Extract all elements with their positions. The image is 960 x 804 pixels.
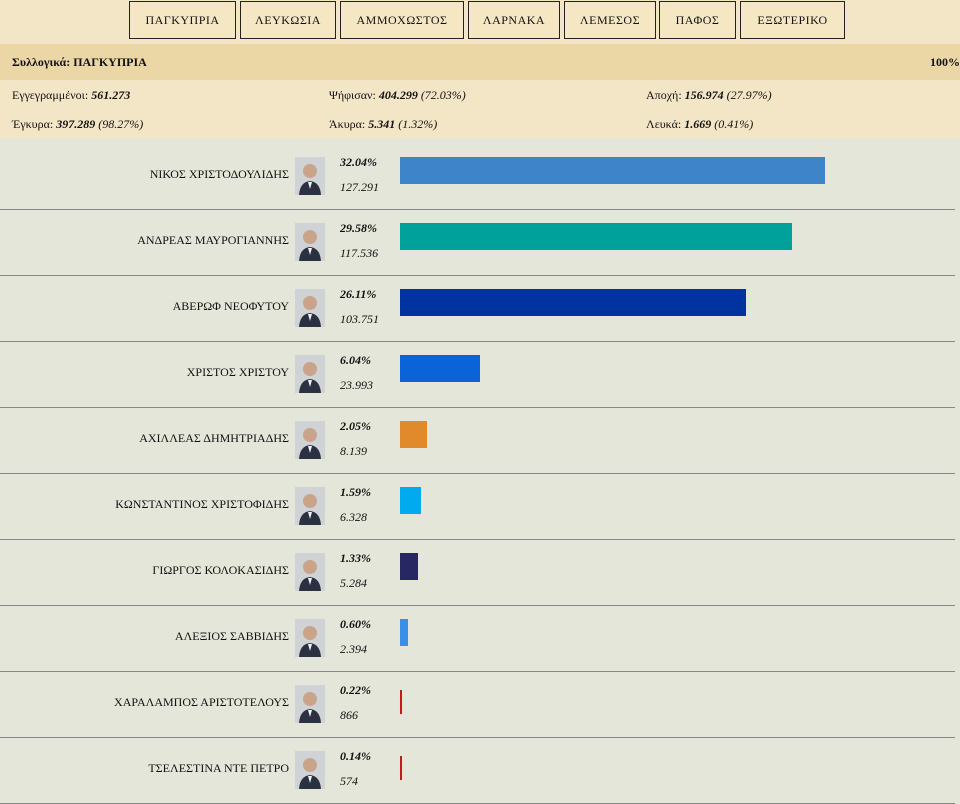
candidate-percentage: 0.14% xyxy=(340,749,371,763)
stat-value: 5.341 xyxy=(368,117,396,131)
candidate-bar xyxy=(400,421,427,448)
counted-percentage: 100% xyxy=(930,55,960,69)
candidate-photo xyxy=(295,685,325,723)
candidate-name: ΚΩΝΣΤΑΝΤΙΝΟΣ ΧΡΙΣΤΟΦΙΔΗΣ xyxy=(115,497,289,511)
candidate-name: ΝΙΚΟΣ ΧΡΙΣΤΟΔΟΥΛΙΔΗΣ xyxy=(149,167,289,181)
tab-pancyprian[interactable]: ΠΑΓΚΥΠΡΙΑ xyxy=(129,1,236,39)
candidate-row: ΑΛΕΞΙΟΣ ΣΑΒΒΙΔΗΣ 0.60% 2.394 xyxy=(0,606,955,672)
candidate-percentage: 1.59% xyxy=(340,485,371,499)
stat-percentage: (0.41%) xyxy=(714,117,754,131)
candidate-results-chart: ΝΙΚΟΣ ΧΡΙΣΤΟΔΟΥΛΙΔΗΣ 32.04% 127.291 ΑΝΔΡΕΑΣ… xyxy=(0,144,955,804)
stat-abstention: Αποχή: 156.974 (27.97%) xyxy=(646,88,772,103)
stat-value: 561.273 xyxy=(91,88,131,102)
candidate-name: ΧΑΡΑΛΑΜΠΟΣ ΑΡΙΣΤΟΤΕΛΟΥΣ xyxy=(114,695,289,709)
candidate-bar xyxy=(400,289,746,316)
stat-value: 1.669 xyxy=(684,117,712,131)
stat-value: 156.974 xyxy=(684,88,724,102)
candidate-bar xyxy=(400,690,402,714)
candidate-name: ΑΒΕΡΩΦ ΝΕΟΦΥΤΟΥ xyxy=(172,299,289,313)
candidate-bar xyxy=(400,487,421,514)
candidate-votes: 23.993 xyxy=(340,378,373,392)
candidate-name: ΧΡΙΣΤΟΣ ΧΡΙΣΤΟΥ xyxy=(186,365,289,379)
candidate-photo xyxy=(295,751,325,789)
stat-invalid: Άκυρα: 5.341 (1.32%) xyxy=(329,117,437,132)
candidate-photo xyxy=(295,289,325,327)
candidate-percentage: 0.22% xyxy=(340,683,371,697)
stat-label: Λευκά: xyxy=(646,117,682,131)
summary-title: Συλλογικά: ΠΑΓΚΥΠΡΙΑ xyxy=(12,55,147,69)
candidate-row: ΝΙΚΟΣ ΧΡΙΣΤΟΔΟΥΛΙΔΗΣ 32.04% 127.291 xyxy=(0,144,955,210)
stat-percentage: (72.03%) xyxy=(420,88,466,102)
candidate-row: ΓΙΩΡΓΟΣ ΚΟΛΟΚΑΣΙΔΗΣ 1.33% 5.284 xyxy=(0,540,955,606)
tab-famagusta[interactable]: ΑΜΜΟΧΩΣΤΟΣ xyxy=(340,1,464,39)
candidate-photo xyxy=(295,355,325,393)
stat-value: 404.299 xyxy=(378,88,418,102)
candidate-votes: 2.394 xyxy=(340,642,367,656)
stat-label: Έγκυρα: xyxy=(12,117,54,131)
candidate-votes: 5.284 xyxy=(340,576,367,590)
stat-label: Ψήφισαν: xyxy=(329,88,376,102)
candidate-name: ΓΙΩΡΓΟΣ ΚΟΛΟΚΑΣΙΔΗΣ xyxy=(152,563,289,577)
candidate-name: ΑΛΕΞΙΟΣ ΣΑΒΒΙΔΗΣ xyxy=(174,629,289,643)
stat-label: Αποχή: xyxy=(646,88,682,102)
stat-percentage: (27.97%) xyxy=(726,88,772,102)
candidate-votes: 127.291 xyxy=(340,180,379,194)
candidate-row: ΑΒΕΡΩΦ ΝΕΟΦΥΤΟΥ 26.11% 103.751 xyxy=(0,276,955,342)
candidate-photo xyxy=(295,223,325,261)
stat-value: 397.289 xyxy=(56,117,96,131)
tab-limassol[interactable]: ΛΕΜΕΣΟΣ xyxy=(564,1,656,39)
candidate-bar xyxy=(400,157,825,184)
candidate-bar xyxy=(400,553,418,580)
candidate-photo xyxy=(295,619,325,657)
stat-percentage: (98.27%) xyxy=(98,117,144,131)
candidate-percentage: 0.60% xyxy=(340,617,371,631)
stat-label: Άκυρα: xyxy=(329,117,366,131)
tab-paphos[interactable]: ΠΑΦΟΣ xyxy=(659,1,736,39)
candidate-name: ΑΝΔΡΕΑΣ ΜΑΥΡΟΓΙΑΝΝΗΣ xyxy=(137,233,289,247)
candidate-votes: 103.751 xyxy=(340,312,379,326)
tab-nicosia[interactable]: ΛΕΥΚΩΣΙΑ xyxy=(240,1,336,39)
candidate-name: ΤΣΕΛΕΣΤΙΝΑ ΝΤΕ ΠΕΤΡΟ xyxy=(148,761,289,775)
candidate-photo xyxy=(295,157,325,195)
candidate-votes: 6.328 xyxy=(340,510,367,524)
candidate-name: ΑΧΙΛΛΕΑΣ ΔΗΜΗΤΡΙΑΔΗΣ xyxy=(139,431,289,445)
candidate-photo xyxy=(295,421,325,459)
candidate-percentage: 2.05% xyxy=(340,419,371,433)
candidate-votes: 866 xyxy=(340,708,358,722)
candidate-row: ΧΑΡΑΛΑΜΠΟΣ ΑΡΙΣΤΟΤΕΛΟΥΣ 0.22% 866 xyxy=(0,672,955,738)
tab-larnaca[interactable]: ΛΑΡΝΑΚΑ xyxy=(468,1,560,39)
summary-header: Συλλογικά: ΠΑΓΚΥΠΡΙΑ 100% xyxy=(0,44,960,80)
candidate-bar xyxy=(400,619,408,646)
candidate-bar xyxy=(400,355,480,382)
region-tab-bar: ΠΑΓΚΥΠΡΙΑ ΛΕΥΚΩΣΙΑ ΑΜΜΟΧΩΣΤΟΣ ΛΑΡΝΑΚΑ ΛΕ… xyxy=(0,0,960,44)
candidate-photo xyxy=(295,553,325,591)
candidate-percentage: 26.11% xyxy=(340,287,377,301)
stat-valid: Έγκυρα: 397.289 (98.27%) xyxy=(12,117,143,132)
candidate-row: ΑΧΙΛΛΕΑΣ ΔΗΜΗΤΡΙΑΔΗΣ 2.05% 8.139 xyxy=(0,408,955,474)
stat-label: Εγγεγραμμένοι: xyxy=(12,88,89,102)
candidate-row: ΧΡΙΣΤΟΣ ΧΡΙΣΤΟΥ 6.04% 23.993 xyxy=(0,342,955,408)
candidate-votes: 574 xyxy=(340,774,358,788)
candidate-percentage: 32.04% xyxy=(340,155,377,169)
stat-blank: Λευκά: 1.669 (0.41%) xyxy=(646,117,753,132)
turnout-stats: Εγγεγραμμένοι: 561.273 Ψήφισαν: 404.299 … xyxy=(0,80,960,138)
candidate-row: ΑΝΔΡΕΑΣ ΜΑΥΡΟΓΙΑΝΝΗΣ 29.58% 117.536 xyxy=(0,210,955,276)
stat-registered: Εγγεγραμμένοι: 561.273 xyxy=(12,88,130,103)
stat-percentage: (1.32%) xyxy=(398,117,438,131)
candidate-photo xyxy=(295,487,325,525)
candidate-percentage: 29.58% xyxy=(340,221,377,235)
candidate-percentage: 1.33% xyxy=(340,551,371,565)
candidate-votes: 8.139 xyxy=(340,444,367,458)
candidate-row: ΚΩΝΣΤΑΝΤΙΝΟΣ ΧΡΙΣΤΟΦΙΔΗΣ 1.59% 6.328 xyxy=(0,474,955,540)
stat-voted: Ψήφισαν: 404.299 (72.03%) xyxy=(329,88,466,103)
candidate-row: ΤΣΕΛΕΣΤΙΝΑ ΝΤΕ ΠΕΤΡΟ 0.14% 574 xyxy=(0,738,955,804)
candidate-percentage: 6.04% xyxy=(340,353,371,367)
tab-abroad[interactable]: ΕΞΩΤΕΡΙΚΟ xyxy=(740,1,845,39)
candidate-bar xyxy=(400,756,402,780)
candidate-votes: 117.536 xyxy=(340,246,379,260)
candidate-bar xyxy=(400,223,792,250)
